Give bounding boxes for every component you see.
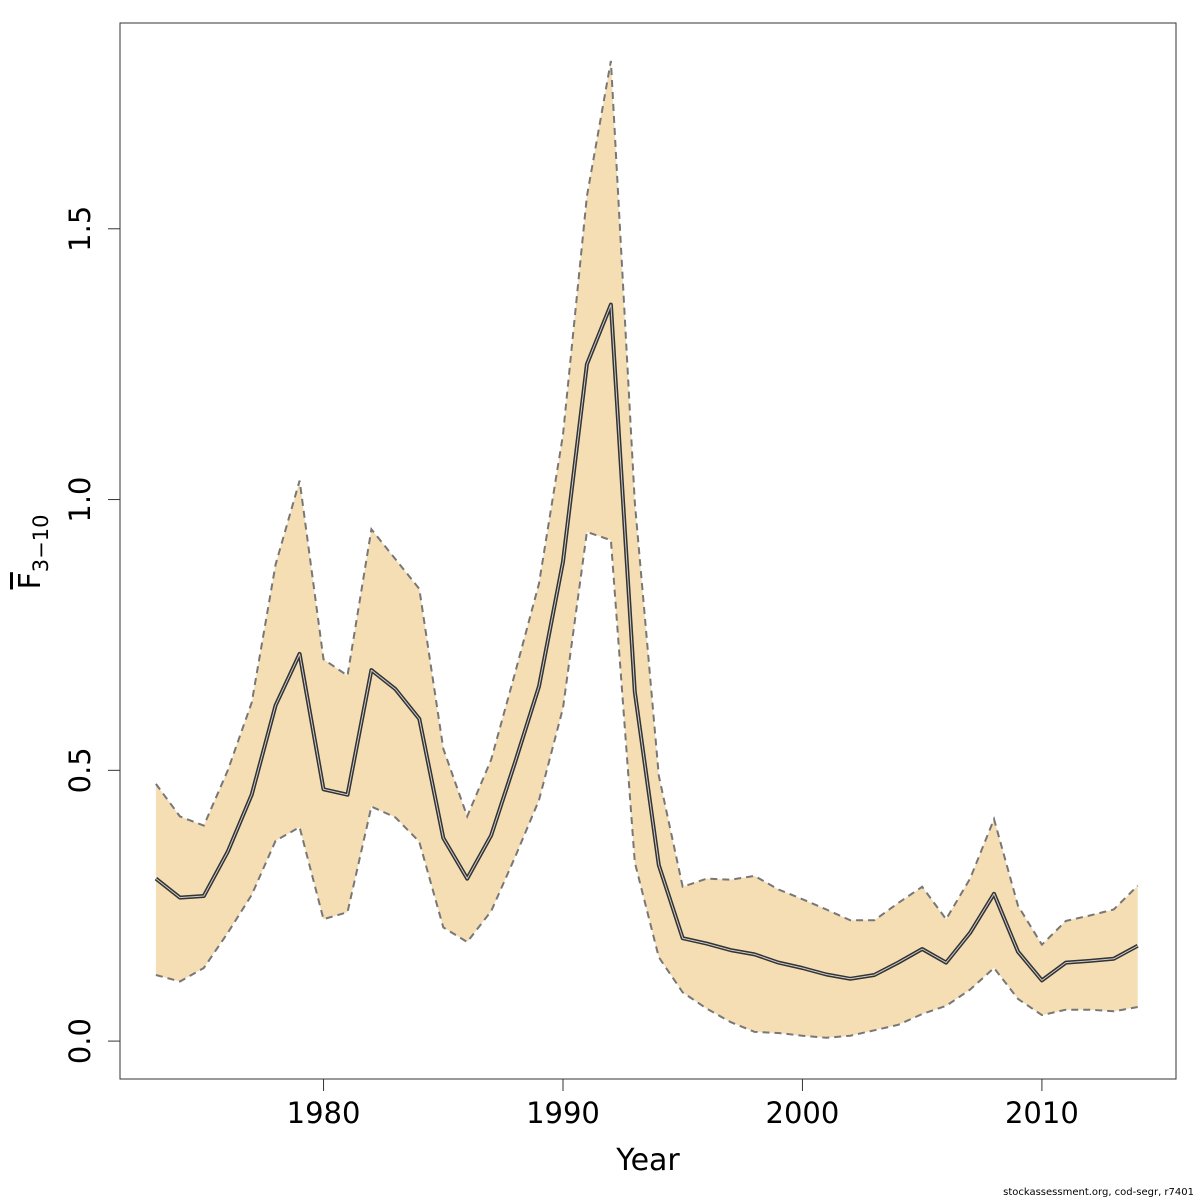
confidence-band (155, 60, 1138, 1038)
y-tick-label: 1.0 (63, 476, 97, 522)
lower-bound-line (155, 530, 1138, 1039)
source-footnote: stockassessment.org, cod-segr, r7401 (1003, 1187, 1194, 1198)
x-tick-label: 2010 (1005, 1096, 1079, 1130)
x-tick-label: 2000 (766, 1096, 840, 1130)
y-axis-title-base: F (13, 572, 48, 589)
y-tick-label: 1.5 (63, 206, 97, 252)
x-axis: 1980 1990 2000 2010 (287, 1078, 1079, 1130)
y-tick-label: 0.5 (63, 747, 97, 793)
y-axis-title-subscript: 3−10 (29, 515, 53, 573)
estimate-line-highlight (155, 304, 1138, 981)
upper-bound-line (155, 60, 1139, 947)
y-axis-title: F3−10 (13, 515, 53, 590)
y-axis: 0.0 0.5 1.0 1.5 (63, 206, 121, 1064)
plot-layer (154, 60, 1139, 1039)
x-axis-title: Year (615, 1143, 680, 1178)
y-tick-label: 0.0 (63, 1018, 97, 1064)
x-tick-label: 1990 (526, 1096, 600, 1130)
x-tick-label: 1980 (287, 1096, 361, 1130)
svg-text:F3−10: F3−10 (13, 515, 53, 590)
